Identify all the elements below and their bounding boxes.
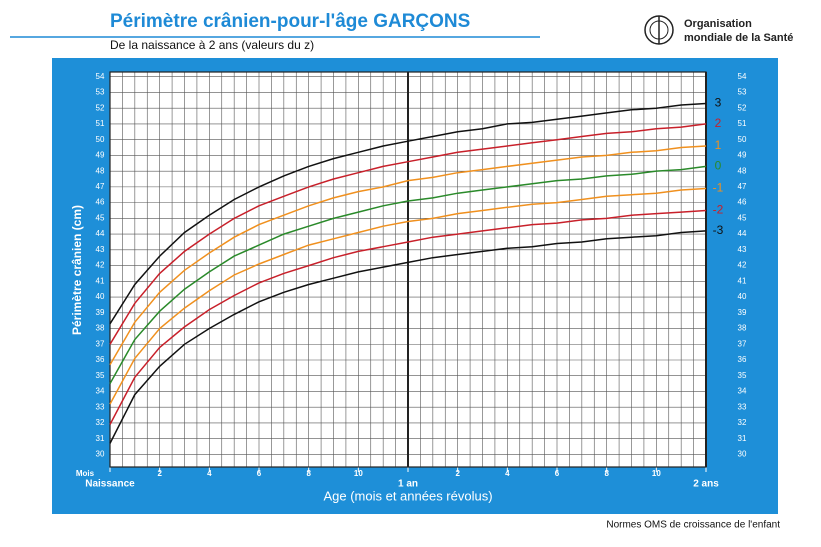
y-tick-label-right: 48 — [738, 166, 747, 175]
y-tick-label: 49 — [96, 151, 105, 160]
logo-text: Organisation — [684, 18, 752, 30]
y-tick-label-right: 43 — [738, 245, 747, 254]
y-tick-label: 38 — [96, 324, 105, 333]
series-label: -1 — [713, 181, 724, 195]
y-tick-label-right: 42 — [738, 261, 747, 270]
y-tick-label: 50 — [96, 135, 105, 144]
y-tick-label: 30 — [96, 450, 105, 459]
y-tick-label: 45 — [96, 213, 105, 222]
who-logo: Organisation mondiale de la Santé — [644, 15, 793, 45]
x-tick-label: 2 — [455, 469, 460, 478]
y-tick-label-right: 51 — [738, 119, 747, 128]
z-score-curve — [109, 187, 707, 405]
plot-frame — [109, 71, 707, 468]
y-tick-label-right: 32 — [738, 418, 747, 427]
x-tick-label: 4 — [505, 469, 510, 478]
y-tick-label: 32 — [96, 418, 105, 427]
y-tick-label: 53 — [96, 88, 105, 97]
y-tick-label: 42 — [96, 261, 105, 270]
y-tick-label-right: 46 — [738, 198, 747, 207]
y-tick-label-right: 52 — [738, 103, 747, 112]
x-tick-label: 10 — [354, 469, 363, 478]
y-tick-label: 41 — [96, 276, 105, 285]
y-tick-label: 54 — [96, 72, 105, 81]
y-tick-label: 34 — [96, 387, 105, 396]
y-tick-label-right: 30 — [738, 450, 747, 459]
y-tick-label-right: 36 — [738, 355, 747, 364]
y-tick-label-right: 53 — [738, 88, 747, 97]
series-label: -2 — [713, 203, 724, 217]
x-tick-label: 8 — [306, 469, 311, 478]
y-tick-label-right: 31 — [738, 434, 747, 443]
series-label: -3 — [713, 223, 724, 237]
y-tick-label: 39 — [96, 308, 105, 317]
y-tick-label-right: 35 — [738, 371, 747, 380]
x-tick-label: 10 — [652, 469, 661, 478]
chart-title: Périmètre crânien-pour-l'âge GARÇONS — [110, 11, 470, 32]
y-tick-label: 36 — [96, 355, 105, 364]
y-tick-label: 35 — [96, 371, 105, 380]
series-label: 3 — [715, 96, 722, 110]
x-tick-label: 8 — [604, 469, 609, 478]
logo-text: mondiale de la Santé — [684, 32, 793, 44]
y-tick-label-right: 39 — [738, 308, 747, 317]
x-axis-title: Age (mois et années révolus) — [323, 488, 492, 503]
y-tick-label-right: 50 — [738, 135, 747, 144]
footer-note: Normes OMS de croissance de l'enfant — [606, 520, 780, 531]
y-tick-label-right: 54 — [738, 72, 747, 81]
x-tick-label: 1 an — [398, 479, 418, 490]
y-tick-label: 48 — [96, 166, 105, 175]
y-tick-label-right: 33 — [738, 402, 747, 411]
x-unit-label: Mois — [76, 469, 95, 478]
y-tick-label: 40 — [96, 292, 105, 301]
y-tick-label-right: 44 — [738, 229, 747, 238]
series-label: 2 — [715, 116, 722, 130]
y-tick-label-right: 40 — [738, 292, 747, 301]
y-tick-label-right: 49 — [738, 151, 747, 160]
y-tick-label: 46 — [96, 198, 105, 207]
z-score-curve — [109, 123, 707, 345]
z-score-curve — [109, 165, 707, 384]
y-tick-label: 31 — [96, 434, 105, 443]
y-tick-label-right: 38 — [738, 324, 747, 333]
y-axis-title: Périmètre crânien (cm) — [70, 205, 84, 335]
x-tick-label: 2 — [157, 469, 162, 478]
y-tick-label: 44 — [96, 229, 105, 238]
series-label: 0 — [715, 159, 722, 173]
z-score-curve — [109, 145, 707, 366]
y-tick-label-right: 37 — [738, 339, 747, 348]
y-tick-label-right: 47 — [738, 182, 747, 191]
chart-subtitle: De la naissance à 2 ans (valeurs du z) — [110, 38, 314, 52]
y-tick-label-right: 41 — [738, 276, 747, 285]
y-tick-label: 47 — [96, 182, 105, 191]
x-tick-label: 4 — [207, 469, 212, 478]
x-tick-label: 6 — [257, 469, 262, 478]
y-tick-label: 33 — [96, 402, 105, 411]
z-score-curve — [109, 102, 707, 325]
z-score-curve — [109, 230, 707, 444]
series-label: 1 — [715, 138, 722, 152]
x-tick-label: Naissance — [85, 479, 135, 490]
y-tick-label: 43 — [96, 245, 105, 254]
y-tick-label-right: 34 — [738, 387, 747, 396]
y-tick-label: 37 — [96, 339, 105, 348]
y-tick-label: 52 — [96, 103, 105, 112]
x-tick-label: 6 — [555, 469, 560, 478]
z-score-curve — [109, 209, 707, 425]
x-tick-label: 2 ans — [693, 479, 719, 490]
y-tick-label-right: 45 — [738, 213, 747, 222]
y-tick-label: 51 — [96, 119, 105, 128]
